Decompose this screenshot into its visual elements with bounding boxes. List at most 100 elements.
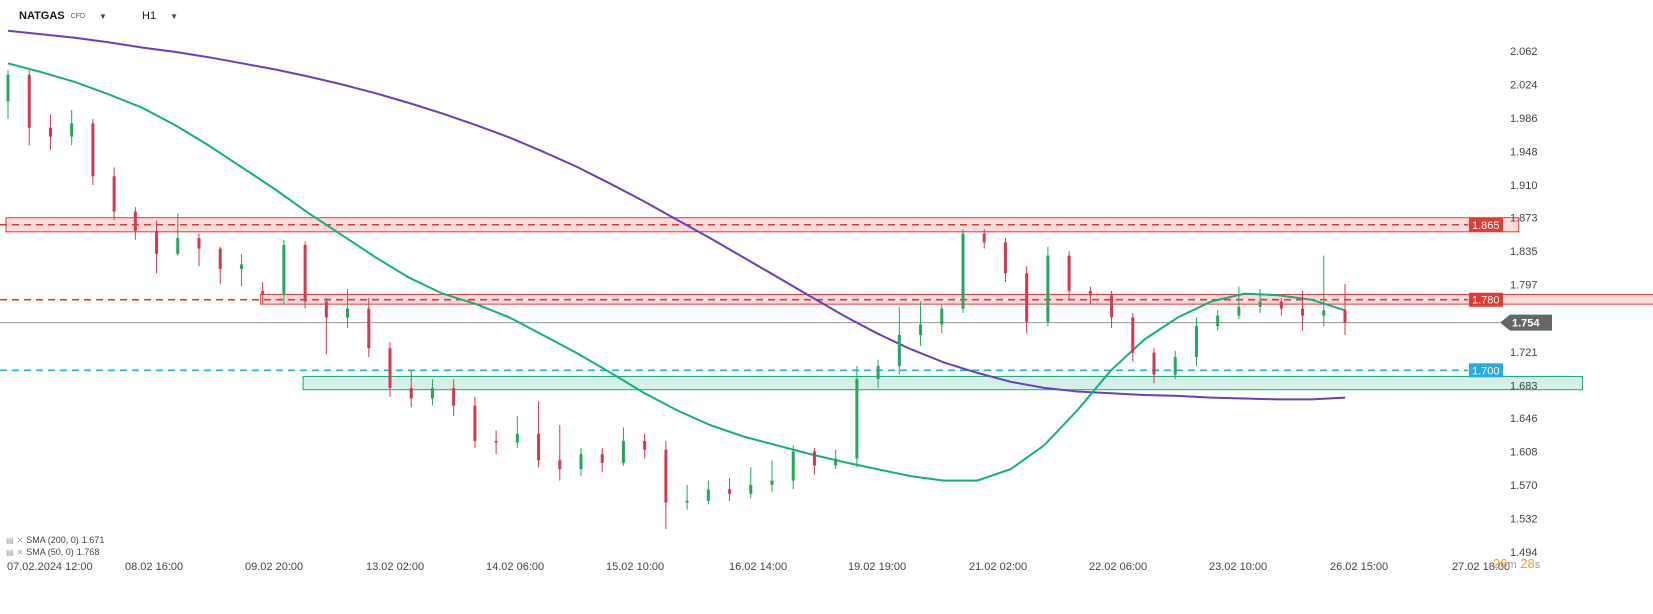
sr-zone <box>302 375 1583 391</box>
x-tick-label: 14.02 06:00 <box>486 561 544 573</box>
candle-body <box>643 440 647 450</box>
x-tick-label: 08.02 16:00 <box>125 561 183 573</box>
candle-body <box>1216 315 1220 327</box>
candle <box>27 70 31 146</box>
caret-down-icon[interactable]: ▼ <box>99 11 107 21</box>
sma-50-line <box>7 62 1346 482</box>
candle-body <box>1301 308 1305 316</box>
y-tick-label: 1.608 <box>1510 446 1538 458</box>
candle-body <box>367 308 371 349</box>
candle <box>600 447 604 472</box>
candle <box>855 365 859 468</box>
candle-body <box>70 123 74 137</box>
candle <box>1025 266 1029 334</box>
candle <box>982 229 986 249</box>
x-tick-label: 09.02 20:00 <box>245 561 303 573</box>
candle-body <box>1322 310 1326 316</box>
candle <box>919 301 923 346</box>
price-tag-label: 1.780 <box>1472 295 1500 307</box>
candle-body <box>1003 242 1007 274</box>
time-axis[interactable]: 07.02.2024 12:00 08.02 16:00 09.02 20:00 13… <box>7 561 1510 573</box>
visibility-icon[interactable]: ▤ <box>6 547 14 557</box>
candle-body <box>1046 255 1050 322</box>
candle <box>1110 290 1114 328</box>
candle-body <box>282 245 286 295</box>
candle <box>537 401 541 468</box>
candle-body <box>1025 273 1029 322</box>
visibility-icon[interactable]: ▤ <box>6 535 14 545</box>
caret-down-icon[interactable]: ▼ <box>170 11 178 21</box>
candle-body <box>897 335 901 366</box>
candle <box>706 480 710 505</box>
candle-body <box>1237 306 1241 316</box>
timeframe-selector[interactable]: H1 ▼ <box>142 10 178 22</box>
x-tick-label: 22.02 06:00 <box>1089 561 1147 573</box>
candle <box>473 396 477 448</box>
indicator-label: SMA (50, 0) <box>26 547 74 557</box>
candle-body <box>261 290 265 295</box>
candle-body <box>600 454 604 463</box>
candle-body <box>324 301 328 318</box>
indicator-sma200[interactable]: ▤ ✕ SMA (200, 0) 1.671 <box>6 535 104 545</box>
candle <box>1131 312 1135 362</box>
timer-seconds: 28 <box>1520 556 1535 571</box>
candle <box>664 440 668 530</box>
candle <box>1046 246 1050 327</box>
candle-body <box>1194 326 1198 358</box>
candle-body <box>176 237 180 254</box>
close-icon[interactable]: ✕ <box>16 547 24 557</box>
candle-body <box>515 433 519 443</box>
candle-body <box>112 176 116 212</box>
candle <box>197 233 201 267</box>
x-tick-label: 19.02 19:00 <box>848 561 906 573</box>
sma-lines <box>7 29 1346 482</box>
candle <box>897 306 901 375</box>
candle <box>1194 317 1198 366</box>
candle-body <box>855 379 859 459</box>
candle <box>1279 297 1283 316</box>
candle-body <box>1110 295 1114 318</box>
candle <box>940 304 944 334</box>
candle-body <box>1343 310 1347 323</box>
price-tags: 1.865 1.780 1.700 1.754 <box>1469 217 1552 378</box>
candle <box>579 447 583 477</box>
candle-body <box>791 451 795 481</box>
candle-body <box>388 348 392 388</box>
candle <box>770 460 774 493</box>
candle <box>91 118 95 186</box>
candle-body <box>197 237 201 249</box>
candle-body <box>749 484 753 494</box>
indicator-sma50[interactable]: ▤ ✕ SMA (50, 0) 1.768 <box>6 547 99 557</box>
candle <box>515 416 519 448</box>
candle <box>961 229 965 313</box>
candle <box>430 379 434 406</box>
sr-zones <box>5 217 1653 391</box>
candle <box>1216 310 1220 331</box>
candle <box>6 70 10 119</box>
candle-body <box>706 489 710 501</box>
candle <box>621 427 625 466</box>
candle <box>346 289 350 328</box>
close-icon[interactable]: ✕ <box>16 535 24 545</box>
candle <box>1088 286 1092 305</box>
symbol-selector[interactable]: NATGAS CFD ▼ <box>19 10 107 22</box>
timer-seconds-unit: s <box>1534 559 1541 571</box>
level-badge <box>1469 363 1503 378</box>
candle-body <box>303 245 307 302</box>
candle-body <box>940 308 944 325</box>
candle-body <box>812 451 816 466</box>
candle-body <box>1258 301 1262 307</box>
y-tick-label: 1.646 <box>1510 413 1538 425</box>
candle <box>303 241 307 309</box>
y-tick-label: 1.873 <box>1510 213 1538 225</box>
candle <box>685 484 689 510</box>
price-axis[interactable]: 2.062 2.024 1.986 1.948 1.910 1.873 1.835 1.797… <box>1510 46 1538 559</box>
candle <box>155 220 159 274</box>
candle-body <box>218 248 222 269</box>
candle <box>749 467 753 499</box>
candle-body <box>579 454 583 470</box>
y-tick-label: 1.721 <box>1510 347 1538 359</box>
candle-body <box>558 460 562 470</box>
price-tag-label: 1.754 <box>1512 318 1540 330</box>
